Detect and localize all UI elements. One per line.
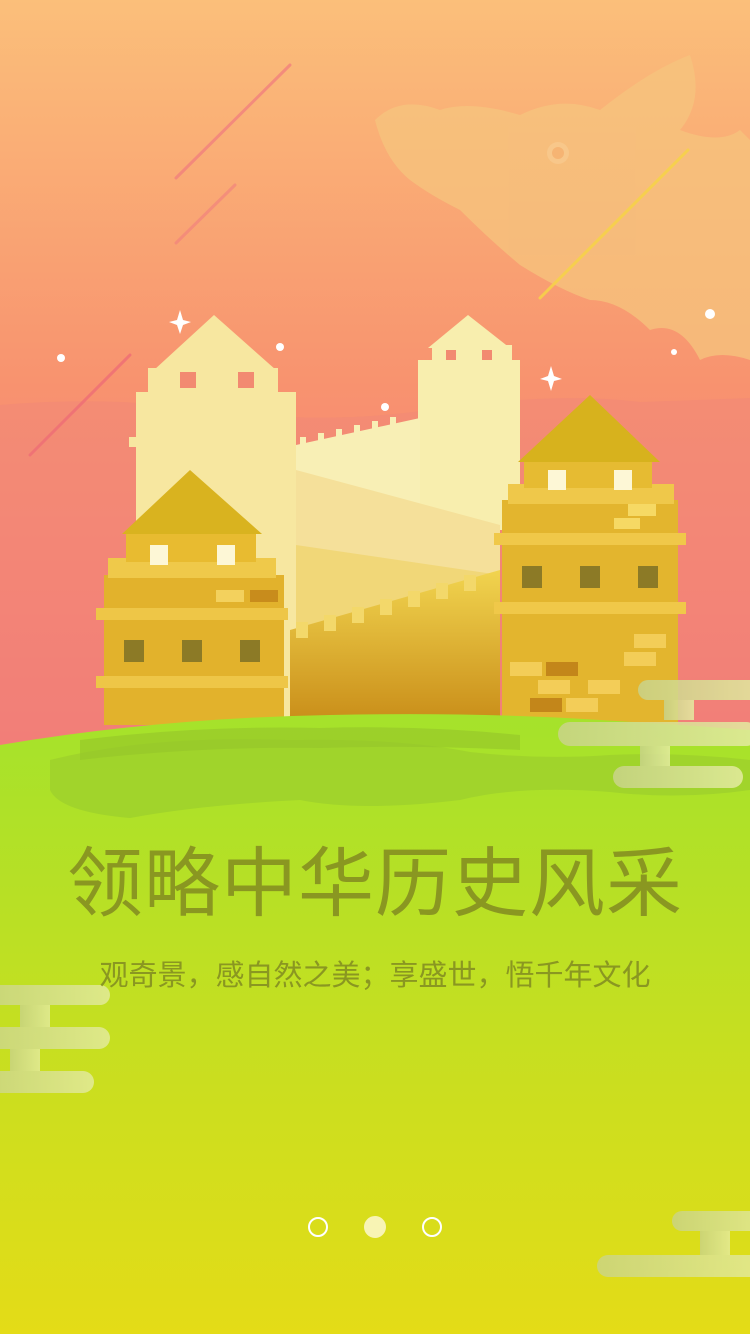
dragon-decoration	[375, 55, 750, 360]
left-front-tower	[96, 470, 288, 725]
cloud-decoration	[558, 680, 750, 788]
page-title: 领略中华历史风采	[67, 839, 683, 928]
star-decoration	[57, 309, 715, 411]
right-front-tower	[494, 395, 686, 730]
page-dot-1[interactable]	[308, 1217, 328, 1237]
page-indicator	[0, 1214, 750, 1240]
page-dot-3[interactable]	[422, 1217, 442, 1237]
page-dot-2-active[interactable]	[364, 1216, 386, 1238]
page-subtitle: 观奇景，感自然之美；享盛世，悟千年文化	[99, 958, 651, 992]
